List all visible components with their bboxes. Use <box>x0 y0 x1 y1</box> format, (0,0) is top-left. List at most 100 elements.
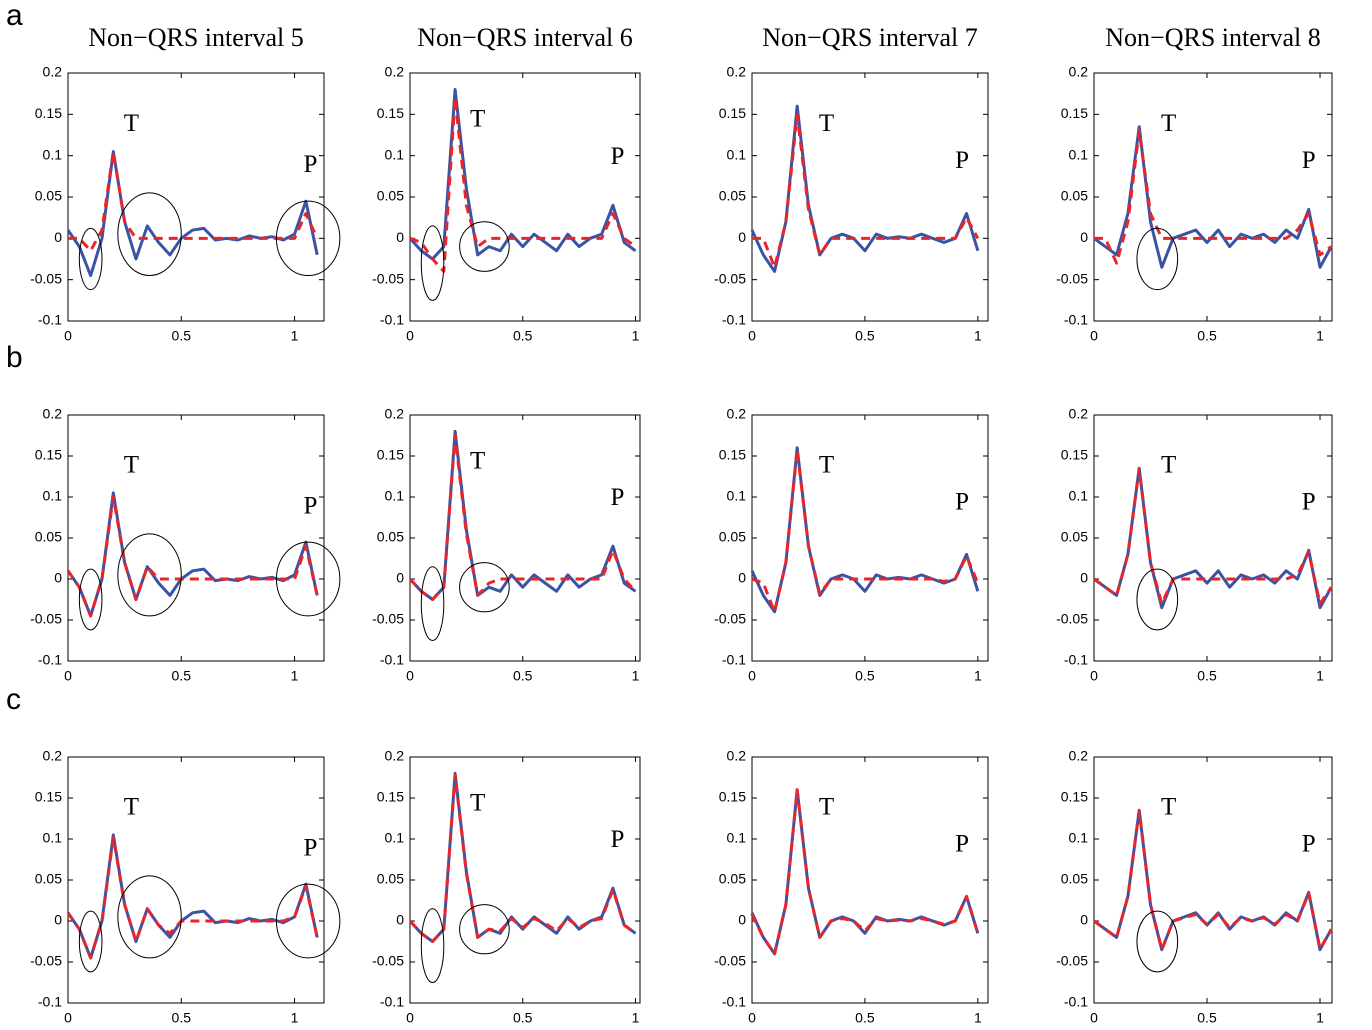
y-tick-label: -0.1 <box>380 652 404 668</box>
y-tick-label: 0.05 <box>1061 188 1088 204</box>
x-tick-label: 1 <box>291 668 299 684</box>
series-line <box>408 429 637 601</box>
y-tick-label: 0.2 <box>727 406 747 422</box>
highlight-ellipse <box>78 227 103 291</box>
y-tick-label: -0.1 <box>722 994 746 1010</box>
y-tick-label: 0.1 <box>385 146 405 162</box>
x-tick-label: 1 <box>1316 328 1324 344</box>
plot-frame <box>751 756 989 1004</box>
plot-frame <box>1093 414 1333 662</box>
x-tick-label: 0.5 <box>172 328 192 344</box>
y-tick-label: 0.2 <box>43 748 63 764</box>
y-tick-label: 0.05 <box>377 188 404 204</box>
x-tick-label: 1 <box>632 1010 640 1026</box>
panel-label: c <box>6 683 21 716</box>
y-tick-label: 0 <box>1080 570 1088 586</box>
x-tick-label: 1 <box>1316 1010 1324 1026</box>
y-tick-label: -0.05 <box>1056 953 1088 969</box>
highlight-ellipse <box>420 566 445 641</box>
chart-title: Non−QRS interval 5 <box>88 23 303 52</box>
x-tick-label: 0 <box>748 1010 756 1026</box>
wave-annotation: T <box>124 451 139 478</box>
wave-annotation: T <box>1161 793 1176 820</box>
y-tick-label: 0.1 <box>43 488 63 504</box>
x-tick-label: 0 <box>64 328 72 344</box>
y-tick-label: 0 <box>396 912 404 928</box>
plot-frame <box>409 72 641 322</box>
plot-frame <box>67 414 325 662</box>
x-tick-label: 0.5 <box>855 668 875 684</box>
y-tick-label: -0.05 <box>1056 270 1088 286</box>
y-tick-label: -0.05 <box>30 611 62 627</box>
series-line <box>1093 808 1333 952</box>
y-tick-label: 0 <box>738 912 746 928</box>
y-tick-label: 0 <box>738 570 746 586</box>
y-tick-label: 0.15 <box>377 789 404 805</box>
series-line <box>408 773 637 943</box>
wave-annotation: T <box>124 110 139 137</box>
y-tick-label: -0.05 <box>372 611 404 627</box>
y-tick-label: 0.2 <box>385 64 405 80</box>
plot-frame <box>409 756 641 1004</box>
x-tick-label: 0.5 <box>172 668 192 684</box>
chart-title: Non−QRS interval 7 <box>762 23 977 52</box>
y-tick-label: 0.05 <box>377 529 404 545</box>
y-tick-label: -0.05 <box>30 270 62 286</box>
x-tick-label: 1 <box>974 668 982 684</box>
plot-frame <box>67 72 325 322</box>
wave-annotation: T <box>819 451 834 478</box>
y-tick-label: -0.05 <box>714 953 746 969</box>
wave-annotation: P <box>610 826 624 853</box>
series-line <box>66 833 319 960</box>
wave-annotation: T <box>1161 451 1176 478</box>
y-tick-label: 0.1 <box>1069 146 1089 162</box>
y-tick-label: -0.1 <box>1064 994 1088 1010</box>
highlight-ellipse <box>459 562 510 613</box>
series-line <box>408 434 637 601</box>
highlight-ellipse <box>459 221 510 272</box>
y-tick-label: 0.15 <box>719 447 746 463</box>
y-tick-label: -0.05 <box>1056 611 1088 627</box>
y-tick-label: 0.1 <box>727 488 747 504</box>
plot-frame <box>67 756 325 1004</box>
y-tick-label: 0.05 <box>35 871 62 887</box>
y-tick-label: 0.2 <box>1069 64 1089 80</box>
y-tick-label: -0.1 <box>380 994 404 1010</box>
highlight-ellipse <box>275 200 341 277</box>
plot-frame <box>751 414 989 662</box>
y-tick-label: 0.2 <box>727 64 747 80</box>
y-tick-label: 0.2 <box>385 748 405 764</box>
x-tick-label: 0.5 <box>1197 328 1217 344</box>
x-tick-label: 1 <box>632 668 640 684</box>
y-tick-label: -0.1 <box>722 312 746 328</box>
wave-annotation: P <box>955 488 969 515</box>
y-tick-label: 0.1 <box>727 830 747 846</box>
x-tick-label: 0 <box>406 328 414 344</box>
x-tick-label: 0.5 <box>513 328 533 344</box>
y-tick-label: 0.1 <box>1069 488 1089 504</box>
panel-label: b <box>6 341 23 374</box>
highlight-ellipse <box>117 533 182 617</box>
highlight-ellipse <box>78 568 103 631</box>
y-tick-label: 0 <box>54 229 62 245</box>
y-tick-label: 0.05 <box>719 529 746 545</box>
wave-annotation: P <box>1302 488 1316 515</box>
chart-title: Non−QRS interval 8 <box>1105 23 1320 52</box>
wave-annotation: P <box>955 830 969 857</box>
highlight-ellipse <box>275 541 341 617</box>
x-tick-label: 0 <box>64 668 72 684</box>
y-tick-label: 0.05 <box>1061 871 1088 887</box>
series-line <box>66 491 319 618</box>
x-tick-label: 0.5 <box>172 1010 192 1026</box>
y-tick-label: -0.05 <box>372 270 404 286</box>
series-line <box>1093 125 1333 269</box>
highlight-ellipse <box>1136 227 1179 291</box>
x-tick-label: 1 <box>1316 668 1324 684</box>
wave-annotation: T <box>470 447 485 474</box>
highlight-ellipse <box>420 225 445 301</box>
series-line <box>1093 466 1333 606</box>
y-tick-label: 0.1 <box>1069 830 1089 846</box>
x-tick-label: 0 <box>748 668 756 684</box>
y-tick-label: 0.05 <box>35 188 62 204</box>
